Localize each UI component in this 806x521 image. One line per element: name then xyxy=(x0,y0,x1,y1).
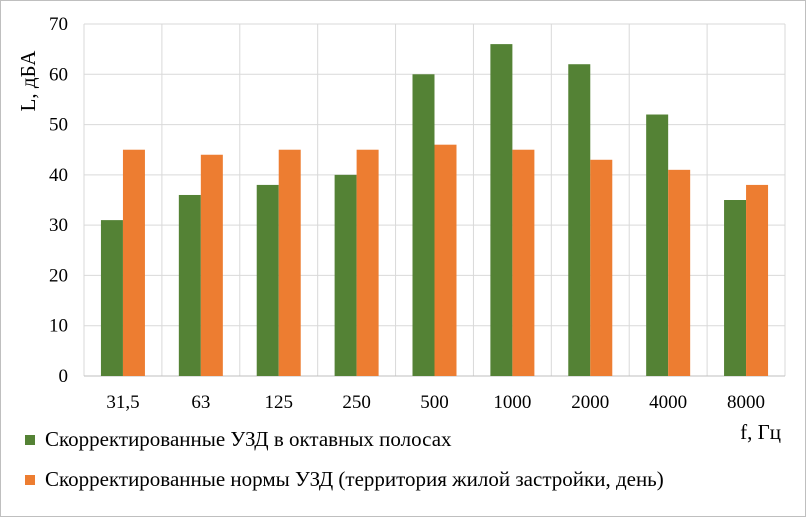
y-tick-label: 30 xyxy=(49,215,68,236)
bar-norm-1000 xyxy=(512,149,535,376)
x-tick-label: 63 xyxy=(191,392,210,413)
bar-norm-125 xyxy=(278,149,301,376)
x-tick-label: 125 xyxy=(264,392,293,413)
y-tick-label: 70 xyxy=(49,14,68,35)
x-tick-label: 8000 xyxy=(727,392,765,413)
y-axis-label: L, дБА xyxy=(16,50,40,112)
bar-norm-500 xyxy=(434,144,457,376)
bar-measured-63 xyxy=(178,194,201,376)
bar-measured-2000 xyxy=(568,64,591,376)
bar-measured-31,5 xyxy=(100,220,123,376)
bars xyxy=(100,44,769,377)
bar-measured-4000 xyxy=(646,114,669,376)
bar-norm-8000 xyxy=(746,184,769,376)
y-tick-label: 20 xyxy=(49,265,68,286)
y-tick-label: 0 xyxy=(59,366,69,387)
bar-measured-500 xyxy=(412,74,435,377)
y-tick-label: 60 xyxy=(49,64,68,85)
x-tick-label: 250 xyxy=(342,392,371,413)
y-tick-label: 40 xyxy=(49,165,68,186)
y-tick-label: 10 xyxy=(49,316,68,337)
bar-measured-1000 xyxy=(490,44,513,376)
bar-measured-125 xyxy=(256,184,279,376)
bar-norm-250 xyxy=(356,149,379,376)
x-tick-label: 31,5 xyxy=(106,392,139,413)
x-tick-label: 2000 xyxy=(571,392,609,413)
legend-swatch-green xyxy=(25,434,35,445)
x-tick-label: 4000 xyxy=(649,392,687,413)
y-tick-label: 50 xyxy=(49,115,68,136)
legend-item-norms: Скорректированные нормы УЗД (территория … xyxy=(25,467,664,492)
bar-norm-2000 xyxy=(590,159,613,376)
bar-norm-31,5 xyxy=(122,149,145,376)
y-tick-labels: 0 10 20 30 40 50 60 70 xyxy=(49,14,68,387)
bar-norm-63 xyxy=(200,154,223,376)
legend-item-measured: Скорректированные УЗД в октавных полосах xyxy=(25,427,452,452)
x-tick-labels: 31,5 63 125 250 500 1000 2000 4000 8000 xyxy=(106,392,765,413)
bar-measured-8000 xyxy=(724,200,747,376)
legend-label-measured: Скорректированные УЗД в октавных полосах xyxy=(45,427,452,451)
legend-label-norms: Скорректированные нормы УЗД (территория … xyxy=(45,467,664,491)
x-axis-label: f, Гц xyxy=(740,420,781,444)
bar-norm-4000 xyxy=(668,169,691,376)
bar-measured-250 xyxy=(334,174,357,376)
legend-swatch-orange xyxy=(25,474,35,485)
x-tick-label: 1000 xyxy=(493,392,531,413)
x-tick-label: 500 xyxy=(420,392,449,413)
